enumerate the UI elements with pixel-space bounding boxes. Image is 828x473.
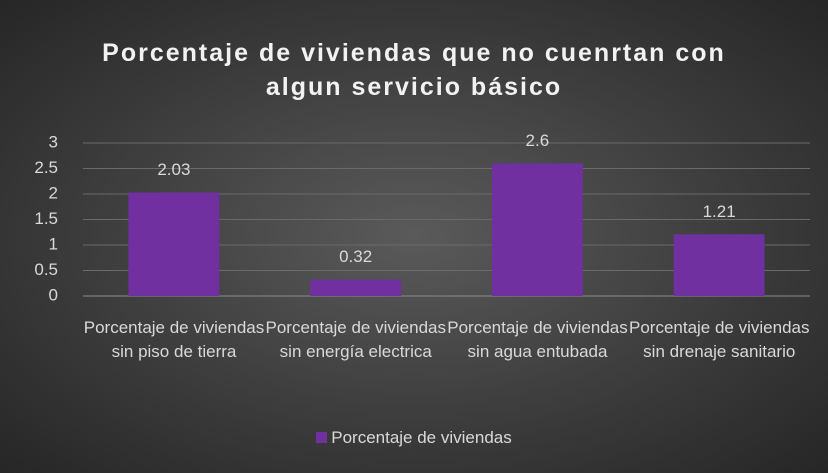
y-tick-label: 0 <box>49 285 58 304</box>
y-tick-label: 1 <box>49 234 58 253</box>
chart-title: Porcentaje de viviendas que no cuenrtan … <box>102 39 726 101</box>
y-tick-label: 0.5 <box>34 260 58 279</box>
bar <box>310 279 402 296</box>
data-label: 2.6 <box>526 131 550 150</box>
legend: Porcentaje de viviendas <box>0 428 828 448</box>
bar <box>491 163 583 296</box>
legend-swatch <box>316 432 328 443</box>
legend-label: Porcentaje de viviendas <box>331 428 512 447</box>
data-label: 2.03 <box>157 160 190 179</box>
y-tick-label: 1.5 <box>34 209 58 228</box>
data-label: 0.32 <box>339 247 372 266</box>
x-tick-label: Porcentaje de viviendas sin piso de tier… <box>83 318 265 361</box>
data-label: 1.21 <box>703 202 736 221</box>
x-tick-label: Porcentaje de viviendas sin drenaje sani… <box>628 318 810 361</box>
bar <box>128 192 220 296</box>
y-tick-label: 2.5 <box>34 158 58 177</box>
bar <box>673 234 765 296</box>
y-tick-label: 2 <box>49 183 58 202</box>
x-tick-label: Porcentaje de viviendas sin energía elec… <box>265 318 446 361</box>
x-tick-label: Porcentaje de viviendas sin agua entubad… <box>447 318 628 361</box>
y-tick-label: 3 <box>49 132 58 151</box>
